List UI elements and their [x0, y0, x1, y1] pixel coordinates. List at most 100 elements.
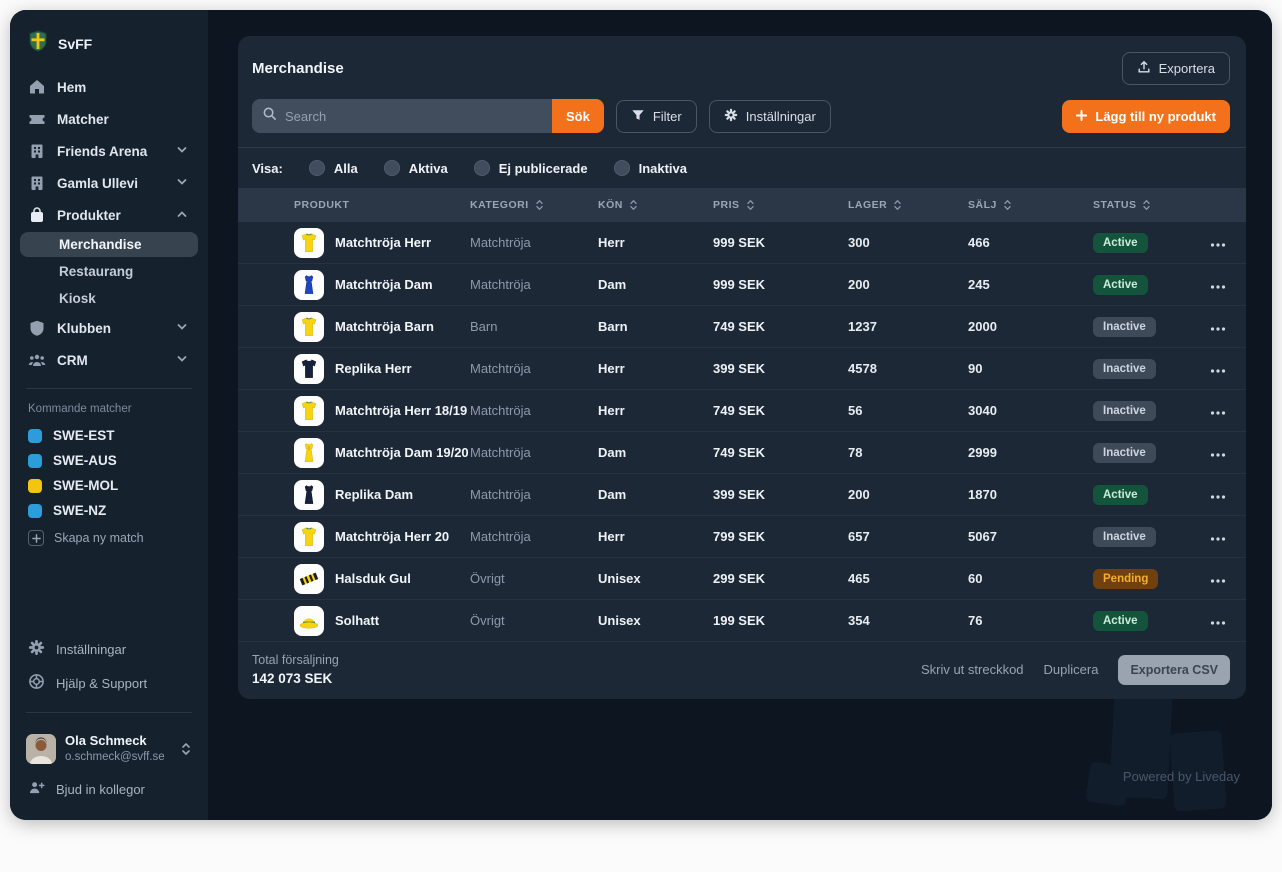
row-actions-button[interactable] [1204, 608, 1232, 634]
export-button[interactable]: Exportera [1121, 52, 1230, 85]
column-header[interactable]: PRIS [713, 199, 848, 211]
radio-icon[interactable] [308, 160, 325, 176]
radio-icon[interactable] [473, 160, 490, 176]
column-header[interactable]: SÄLJ [968, 199, 1093, 211]
visa-radio-option[interactable]: Aktiva [383, 160, 448, 176]
stock-cell: 200 [848, 277, 870, 292]
filter-button[interactable]: Filter [615, 99, 697, 133]
visa-radio-option[interactable]: Alla [308, 160, 358, 176]
row-actions-button[interactable] [1204, 566, 1232, 592]
upload-icon [1137, 60, 1151, 77]
sidebar-sub-item[interactable]: Merchandise [20, 232, 198, 257]
product-name: Solhatt [335, 613, 380, 628]
sidebar-nav-item[interactable]: Hem [20, 71, 198, 103]
print-barcode-link[interactable]: Skriv ut streckkod [920, 662, 1024, 677]
row-actions-button[interactable] [1204, 440, 1232, 466]
page-title: Merchandise [252, 60, 344, 77]
row-actions-button[interactable] [1204, 482, 1232, 508]
search-input[interactable] [285, 108, 542, 124]
category-cell: Matchtröja [470, 529, 531, 544]
table-row[interactable]: Matchtröja Barn Barn Barn 749 SEK 1237 2… [238, 306, 1246, 348]
table-settings-button[interactable]: Inställningar [708, 99, 831, 133]
sidebar-settings-item[interactable]: Inställningar [20, 632, 198, 666]
gender-cell: Herr [598, 235, 625, 250]
table-row[interactable]: Replika Herr Matchtröja Herr 399 SEK 457… [238, 348, 1246, 390]
duplicate-link[interactable]: Duplicera [1043, 662, 1099, 677]
status-badge: Inactive [1093, 442, 1156, 463]
column-header[interactable]: LAGER [848, 199, 968, 211]
settings-label: Inställningar [56, 641, 127, 657]
sold-cell: 60 [968, 571, 983, 586]
table-row[interactable]: Matchtröja Herr 20 Matchtröja Herr 799 S… [238, 516, 1246, 558]
category-cell: Matchtröja [470, 277, 531, 292]
nav-icon [28, 174, 46, 192]
product-name: Replika Dam [335, 487, 414, 502]
visa-radio-option[interactable]: Inaktiva [613, 160, 687, 176]
table-row[interactable]: Matchtröja Herr 18/19 Matchtröja Herr 74… [238, 390, 1246, 432]
column-header[interactable]: KATEGORI [470, 199, 598, 211]
radio-label: Ej publicerade [498, 160, 588, 176]
sidebar-nav-item[interactable]: Produkter [20, 199, 198, 231]
sort-icon [893, 199, 902, 211]
sidebar-nav-item[interactable]: Matcher [20, 103, 198, 135]
sidebar-nav-item[interactable]: Friends Arena [20, 135, 198, 167]
logo-row[interactable]: SvFF [20, 22, 198, 71]
stock-cell: 1237 [848, 319, 877, 334]
table-row[interactable]: Matchtröja Dam Matchtröja Dam 999 SEK 20… [238, 264, 1246, 306]
match-color-square [28, 453, 42, 468]
upcoming-match-item[interactable]: SWE-MOL [20, 473, 198, 498]
stock-cell: 200 [848, 487, 870, 502]
upcoming-match-item[interactable]: SWE-NZ [20, 498, 198, 523]
price-cell: 999 SEK [713, 235, 766, 250]
sidebar-nav-item[interactable]: Klubben [20, 312, 198, 344]
product-name: Halsduk Gul [335, 571, 411, 586]
create-match-label: Skapa ny match [54, 531, 144, 545]
column-header[interactable]: KÖN [598, 199, 713, 211]
upcoming-match-item[interactable]: SWE-AUS [20, 448, 198, 473]
table-row[interactable]: Matchtröja Dam 19/20 Matchtröja Dam 749 … [238, 432, 1246, 474]
table-row[interactable]: Halsduk Gul Övrigt Unisex 299 SEK 465 60… [238, 558, 1246, 600]
invite-colleagues-button[interactable]: Bjud in kollegor [20, 772, 198, 806]
row-actions-button[interactable] [1204, 230, 1232, 256]
product-name: Matchtröja Dam [335, 277, 433, 292]
add-product-button[interactable]: Lägg till ny produkt [1062, 99, 1230, 133]
chevron-icon [176, 112, 190, 126]
row-actions-button[interactable] [1204, 398, 1232, 424]
radio-icon[interactable] [613, 160, 630, 176]
sidebar-nav-item[interactable]: CRM [20, 344, 198, 376]
upcoming-matches-title: Kommande matcher [28, 403, 132, 415]
row-actions-button[interactable] [1204, 524, 1232, 550]
match-label: SWE-AUS [53, 453, 117, 468]
visa-radio-option[interactable]: Ej publicerade [473, 160, 588, 176]
user-menu[interactable]: Ola Schmeck o.schmeck@svff.se [20, 725, 198, 772]
ellipsis-icon [1210, 613, 1226, 628]
sidebar-sub-item[interactable]: Restaurang [59, 264, 134, 279]
table-row[interactable]: Replika Dam Matchtröja Dam 399 SEK 200 1… [238, 474, 1246, 516]
create-match-button[interactable]: Skapa ny match [20, 523, 198, 553]
nav-label: Hem [57, 79, 87, 95]
product-thumbnail [294, 521, 324, 552]
table-row[interactable]: Solhatt Övrigt Unisex 199 SEK 354 76 Act… [238, 600, 1246, 642]
export-csv-button[interactable]: Exportera CSV [1118, 654, 1230, 685]
match-label: SWE-EST [53, 428, 115, 443]
invite-label: Bjud in kollegor [56, 781, 145, 797]
table-row[interactable]: Matchtröja Herr Matchtröja Herr 999 SEK … [238, 222, 1246, 264]
gender-cell: Dam [598, 487, 627, 502]
sidebar-help-item[interactable]: Hjälp & Support [20, 666, 198, 700]
column-header[interactable]: PRODUKT [294, 199, 350, 211]
search-submit-button[interactable]: Sök [552, 99, 604, 133]
search-box [252, 99, 552, 133]
chevron-icon [176, 321, 190, 335]
sidebar-divider [26, 712, 192, 714]
upcoming-match-item[interactable]: SWE-EST [20, 423, 198, 448]
row-actions-button[interactable] [1204, 356, 1232, 382]
column-header[interactable]: STATUS [1093, 199, 1203, 211]
nav-icon [28, 78, 46, 96]
radio-icon[interactable] [383, 160, 400, 176]
main-area: Merchandise Exportera Sök Filter [208, 10, 1272, 820]
sidebar-sub-item[interactable]: Kiosk [59, 291, 96, 306]
sidebar-nav-item[interactable]: Gamla Ullevi [20, 167, 198, 199]
row-actions-button[interactable] [1204, 314, 1232, 340]
row-actions-button[interactable] [1204, 272, 1232, 298]
match-label: SWE-MOL [53, 478, 119, 493]
